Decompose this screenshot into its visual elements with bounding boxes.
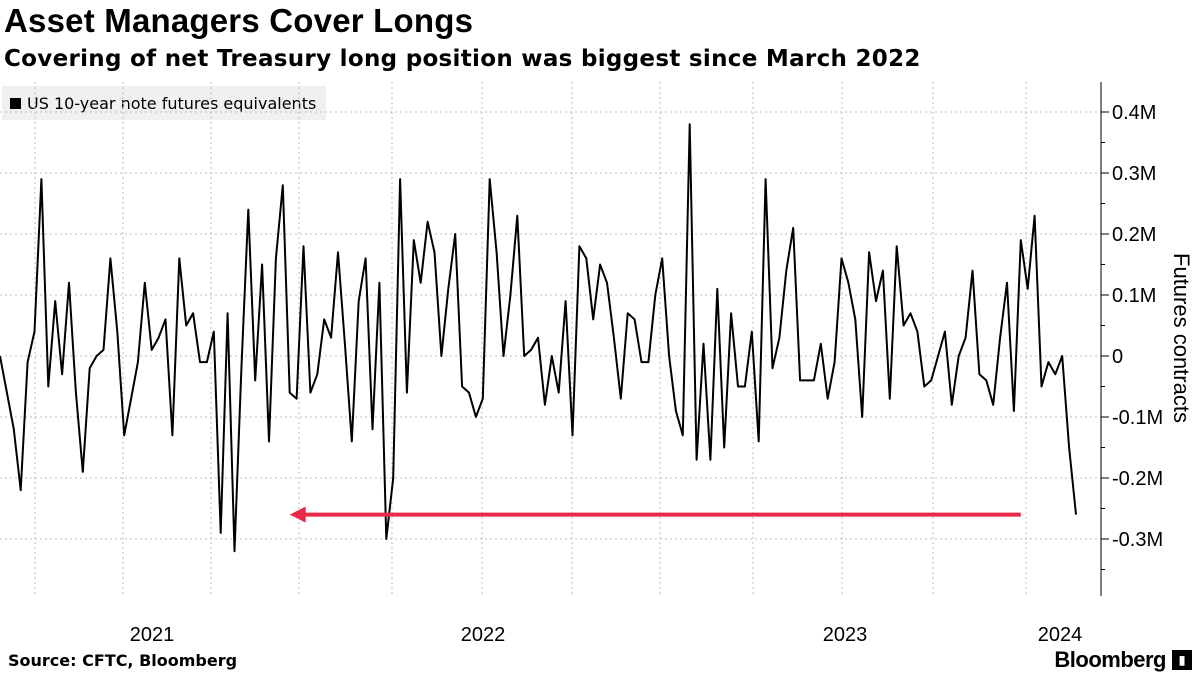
y-tick-label: 0 — [1112, 346, 1123, 368]
terminal-icon: ▮ — [1172, 650, 1192, 670]
x-tick-label: 2022 — [461, 624, 506, 646]
x-tick-label: 2024 — [1038, 624, 1083, 646]
y-tick-label: 0.3M — [1112, 163, 1156, 185]
y-tick-label: 0.1M — [1112, 285, 1156, 307]
legend: US 10-year note futures equivalents — [2, 86, 327, 120]
y-axis-title: Futures contracts — [1169, 253, 1194, 423]
source-note: Source: CFTC, Bloomberg — [8, 651, 238, 670]
legend-swatch — [10, 97, 21, 109]
y-tick-label: -0.1M — [1112, 407, 1163, 429]
chart-title: Asset Managers Cover Longs — [4, 2, 474, 39]
legend-label: US 10-year note futures equivalents — [27, 93, 317, 113]
chart-subtitle: Covering of net Treasury long position w… — [4, 46, 921, 72]
y-tick-label: 0.2M — [1112, 224, 1156, 246]
series-line — [0, 123, 1077, 553]
arrow-head — [289, 506, 306, 523]
x-tick-label: 2023 — [823, 624, 868, 646]
bloomberg-logo: Bloomberg — [1054, 647, 1166, 672]
y-tick-label: -0.2M — [1112, 468, 1163, 490]
y-tick-label: -0.3M — [1112, 529, 1163, 551]
y-tick-label: 0.4M — [1112, 102, 1156, 124]
x-tick-label: 2021 — [130, 624, 175, 646]
